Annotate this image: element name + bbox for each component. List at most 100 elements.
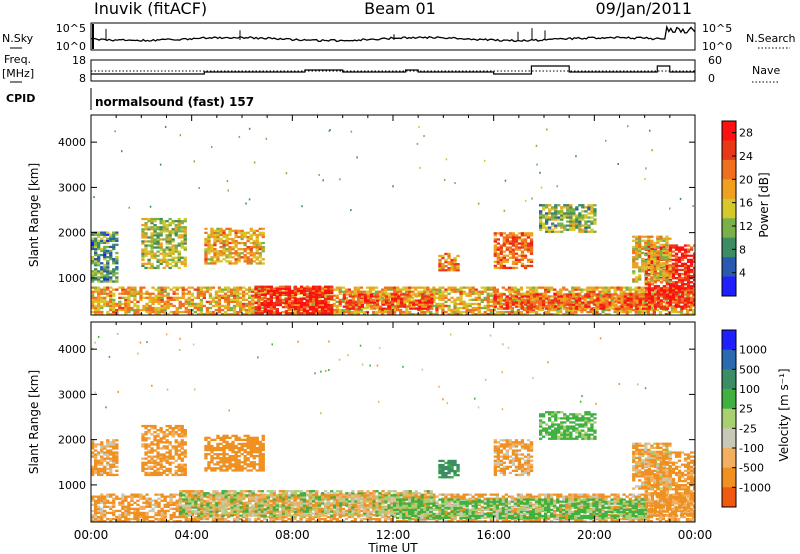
heatmap-cell <box>338 302 342 306</box>
heatmap-cell <box>424 307 428 310</box>
heatmap-cell <box>239 308 243 312</box>
heatmap-cell <box>293 304 297 308</box>
heatmap-cell <box>511 262 516 265</box>
heatmap-cell <box>97 507 101 510</box>
heatmap-cell <box>493 264 497 268</box>
heatmap-cell <box>363 293 368 296</box>
heatmap-cell <box>659 299 664 302</box>
heatmap-cell <box>554 230 558 233</box>
heatmap-cell <box>650 264 654 267</box>
heatmap-cell <box>338 298 342 301</box>
heatmap-cell <box>148 308 152 312</box>
heatmap-cell <box>160 515 164 519</box>
heatmap-cell <box>374 306 379 310</box>
heatmap-cell <box>112 308 116 312</box>
heatmap-cell <box>677 281 682 284</box>
heatmap-cell <box>162 254 166 257</box>
heatmap-cell <box>100 274 104 277</box>
heatmap-cell <box>109 249 113 253</box>
heatmap-cell <box>208 515 213 519</box>
heatmap-cell <box>665 239 669 242</box>
heatmap-cell <box>438 304 442 308</box>
heatmap-cell <box>665 301 670 304</box>
heatmap-cell <box>347 308 351 312</box>
heatmap-cell <box>653 268 657 271</box>
heatmap-cell <box>269 299 273 303</box>
heatmap-cell <box>255 241 259 245</box>
heatmap-cell <box>427 293 431 296</box>
heatmap-cell <box>248 296 252 299</box>
heatmap-cell <box>526 248 531 251</box>
heatmap-cell <box>245 288 249 291</box>
heatmap-cell <box>205 509 210 513</box>
heatmap-cell <box>124 497 128 500</box>
heatmap-cell <box>338 292 342 295</box>
heatmap-cell <box>662 276 666 279</box>
heatmap-cell <box>226 296 231 299</box>
heatmap-cell <box>175 493 179 496</box>
heatmap-cell <box>142 507 146 510</box>
heatmap-cell <box>668 253 672 257</box>
heatmap-cell <box>622 308 626 312</box>
heatmap-cell <box>387 296 391 299</box>
heatmap-cell <box>502 299 506 302</box>
heatmap-cell <box>653 256 657 259</box>
heatmap-cell <box>166 304 170 308</box>
heatmap-cell <box>121 308 125 312</box>
heatmap-cell <box>388 305 392 308</box>
heatmap-cell <box>103 235 107 238</box>
heatmap-cell <box>653 281 657 284</box>
heatmap-cell <box>459 298 463 301</box>
heatmap-cell <box>136 511 140 515</box>
heatmap-cell <box>208 294 213 297</box>
heatmap-cell <box>156 260 160 263</box>
heatmap-cell <box>174 232 178 235</box>
heatmap-cell <box>644 277 648 280</box>
heatmap-cell <box>190 517 194 521</box>
heatmap-cell <box>644 252 648 255</box>
heatmap-cell <box>141 250 145 253</box>
heatmap-cell <box>172 298 176 301</box>
heatmap-cell <box>625 308 629 312</box>
heatmap-cell <box>202 296 206 299</box>
heatmap-cell <box>166 298 170 301</box>
heatmap-cell <box>671 254 676 257</box>
heatmap-cell <box>635 280 639 283</box>
heatmap-cell <box>394 293 398 296</box>
heatmap-cell <box>153 238 157 241</box>
heatmap-cell <box>159 246 163 249</box>
heatmap-cell <box>693 252 695 255</box>
heatmap-cell <box>115 243 119 246</box>
heatmap-cell <box>692 304 695 308</box>
heatmap-cell <box>673 296 678 299</box>
heatmap-cell <box>159 220 163 223</box>
heatmap-cell <box>216 235 220 239</box>
heatmap-cell <box>237 254 241 257</box>
heatmap-cell <box>438 269 442 272</box>
heatmap-cell <box>133 304 137 308</box>
heatmap-cell <box>231 252 235 255</box>
heatmap-cell <box>207 252 211 255</box>
heatmap-cell <box>662 295 667 298</box>
heatmap-cell <box>605 297 609 300</box>
heatmap-cell <box>641 307 645 310</box>
heatmap-cell <box>653 251 657 255</box>
heatmap-cell <box>534 310 539 314</box>
heatmap-cell <box>130 306 134 310</box>
heatmap-cell <box>593 293 597 296</box>
heatmap-cell <box>650 272 654 275</box>
heatmap-cell <box>124 495 128 498</box>
heatmap-cell <box>115 310 119 314</box>
heatmap-cell <box>514 260 519 263</box>
heatmap-cell <box>175 509 179 513</box>
heatmap-cell <box>177 242 181 245</box>
heatmap-cell <box>171 220 175 223</box>
n-sky-tick-low: 10^0 <box>56 40 86 53</box>
heatmap-cell <box>571 308 575 312</box>
heatmap-cell <box>526 299 531 302</box>
heatmap-cell <box>608 295 612 298</box>
heatmap-cell <box>97 298 101 301</box>
heatmap-cell <box>423 298 427 301</box>
heatmap-cell <box>205 306 210 310</box>
heatmap-cell <box>353 288 357 291</box>
